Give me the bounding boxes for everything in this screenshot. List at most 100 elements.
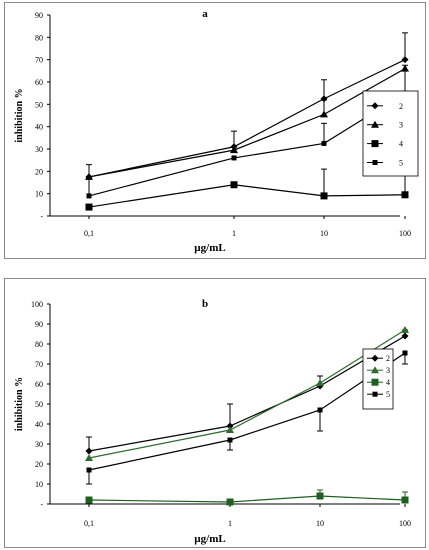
x-tick-label: 100 bbox=[399, 519, 411, 528]
data-point bbox=[401, 496, 409, 504]
legend-item-2: 2 bbox=[367, 102, 403, 111]
legend-marker bbox=[371, 378, 379, 386]
series-4 bbox=[85, 168, 409, 211]
legend-marker bbox=[372, 160, 378, 165]
data-point bbox=[230, 146, 238, 154]
data-point bbox=[320, 192, 328, 200]
chart-panel-a: a - 10 20 30 40 50 60 70 80 90 0,1 1 10 100 µg/mL inhibi… bbox=[4, 2, 426, 259]
legend-label: 4 bbox=[399, 140, 403, 149]
chart-a: a - 10 20 30 40 50 60 70 80 90 0,1 1 10 100 µg/mL inhibi… bbox=[14, 8, 419, 254]
series-line bbox=[88, 59, 406, 178]
data-point bbox=[401, 56, 409, 64]
y-tick-label: 50 bbox=[35, 100, 43, 109]
series-4 bbox=[85, 489, 409, 506]
y-tick-label: 20 bbox=[35, 460, 43, 469]
series-line bbox=[88, 329, 406, 459]
x-tick-label: 100 bbox=[399, 229, 411, 238]
series-3 bbox=[85, 326, 409, 461]
data-point bbox=[402, 350, 408, 356]
series-2 bbox=[85, 32, 409, 181]
y-tick-label: 40 bbox=[35, 420, 43, 429]
y-tick-label: 90 bbox=[35, 11, 43, 20]
data-point bbox=[226, 498, 234, 506]
data-point bbox=[85, 496, 93, 504]
data-point bbox=[321, 140, 327, 146]
y-axis-label: inhibition % bbox=[14, 88, 25, 142]
legend: 2 3 4 5 bbox=[362, 348, 394, 410]
y-tick-label: 70 bbox=[35, 360, 43, 369]
legend-marker bbox=[371, 120, 379, 128]
y-tick-label: 60 bbox=[35, 380, 43, 389]
data-point bbox=[85, 203, 93, 211]
legend-item-3: 3 bbox=[367, 120, 403, 130]
x-axis-label: µg/mL bbox=[194, 242, 225, 254]
data-point bbox=[317, 407, 323, 413]
y-tick-label: 50 bbox=[35, 400, 43, 409]
y-tick-label: 100 bbox=[31, 300, 43, 309]
data-point bbox=[316, 492, 324, 500]
legend-label: 5 bbox=[386, 390, 390, 399]
legend-marker bbox=[371, 354, 379, 362]
data-point bbox=[320, 110, 328, 118]
y-tick-label: 30 bbox=[35, 440, 43, 449]
legend-item-4: 4 bbox=[367, 378, 390, 387]
legend-label: 4 bbox=[386, 378, 390, 387]
series-3 bbox=[85, 64, 409, 180]
x-tick-label: 1 bbox=[228, 519, 232, 528]
legend-marker bbox=[372, 391, 378, 397]
data-point bbox=[320, 95, 328, 103]
data-point bbox=[86, 467, 92, 473]
y-tick-label: 20 bbox=[35, 167, 43, 176]
chart-title: b bbox=[202, 298, 208, 310]
data-point bbox=[231, 155, 237, 161]
data-point bbox=[401, 326, 409, 333]
y-tick-label: 40 bbox=[35, 123, 43, 132]
legend-box bbox=[362, 90, 419, 177]
y-tick-label: 90 bbox=[35, 320, 43, 329]
series-line bbox=[88, 184, 406, 208]
legend-marker bbox=[371, 366, 379, 374]
data-point bbox=[401, 332, 409, 340]
legend-label: 2 bbox=[386, 354, 390, 363]
y-tick-label: 60 bbox=[35, 78, 43, 87]
legend-item-5: 5 bbox=[367, 390, 390, 399]
y-tick-label: - bbox=[40, 212, 43, 221]
x-tick-label: 10 bbox=[316, 519, 324, 528]
y-tick-label: 30 bbox=[35, 145, 43, 154]
data-point bbox=[226, 426, 234, 433]
legend-label: 2 bbox=[399, 102, 403, 111]
y-tick-label: - bbox=[40, 500, 43, 509]
legend: 2 3 4 5 bbox=[362, 90, 419, 177]
legend-marker bbox=[371, 102, 379, 110]
y-tick-label: 80 bbox=[35, 340, 43, 349]
legend-label: 5 bbox=[399, 159, 403, 168]
legend-item-4: 4 bbox=[367, 140, 403, 149]
x-tick-label: 1 bbox=[232, 229, 236, 238]
legend-item-2: 2 bbox=[367, 354, 390, 363]
data-point bbox=[316, 379, 324, 386]
legend-label: 3 bbox=[399, 121, 403, 130]
y-tick-label: 80 bbox=[35, 33, 43, 42]
chart-title: a bbox=[202, 8, 208, 20]
legend-item-3: 3 bbox=[367, 366, 390, 375]
y-tick-label: 70 bbox=[35, 56, 43, 65]
data-point bbox=[230, 181, 238, 189]
y-axis-label: inhibition % bbox=[14, 377, 25, 431]
data-point bbox=[86, 193, 92, 199]
legend-marker bbox=[371, 140, 379, 148]
series-2 bbox=[85, 329, 409, 455]
series-line bbox=[88, 495, 406, 503]
x-tick-label: 0,1 bbox=[84, 229, 94, 238]
x-tick-label: 0,1 bbox=[84, 519, 94, 528]
series-line bbox=[88, 352, 406, 471]
x-tick-label: 10 bbox=[320, 229, 328, 238]
chart-b: b - 10 20 30 40 50 60 70 80 90 100 0,1 1 10 100 µg/mL inh… bbox=[14, 298, 411, 545]
y-tick-label: 10 bbox=[35, 480, 43, 489]
y-tick-label: 10 bbox=[35, 190, 43, 199]
data-point bbox=[85, 447, 93, 455]
x-axis-label: µg/mL bbox=[194, 533, 225, 545]
data-point bbox=[401, 191, 409, 199]
series-5 bbox=[86, 350, 408, 485]
series-5 bbox=[86, 64, 408, 199]
legend-item-5: 5 bbox=[367, 159, 403, 168]
